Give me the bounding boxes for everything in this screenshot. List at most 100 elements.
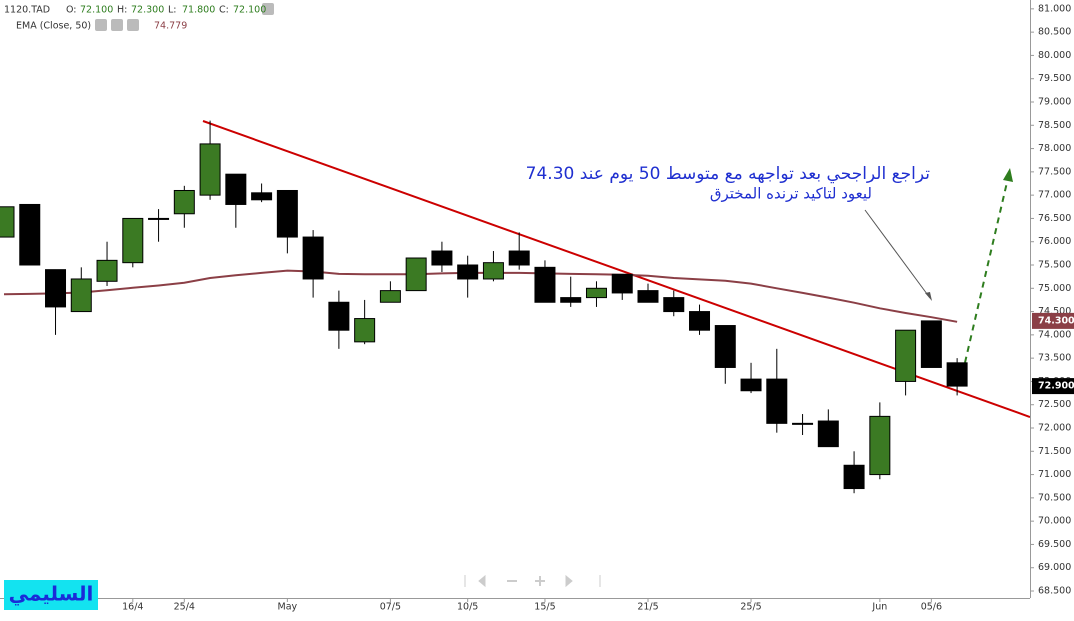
annotation-line: تراجع الراجحي بعد تواجهه مع متوسط 50 يوم… [526, 164, 931, 184]
x-tick-label: 10/5 [457, 602, 478, 613]
x-tick-label: 07/5 [380, 602, 401, 613]
ohlc-value: 72.300 [131, 5, 164, 16]
y-tick-label: 74.000 [1038, 329, 1071, 340]
candle-body [689, 311, 711, 331]
visibility-button[interactable] [95, 19, 107, 31]
candle-body [895, 329, 917, 382]
trend-line [202, 120, 1030, 418]
candle-body [276, 189, 298, 238]
logo: السليمي [9, 582, 94, 607]
candle-body [663, 297, 685, 313]
candle-body [431, 250, 453, 266]
x-tick-label: 15/5 [534, 602, 555, 613]
candle-body [457, 264, 479, 280]
pointer-head [925, 292, 932, 301]
y-tick-label: 75.500 [1038, 260, 1071, 271]
candle-body [534, 266, 556, 303]
y-tick-label: 68.500 [1038, 586, 1071, 597]
y-tick-label: 75.000 [1038, 283, 1071, 294]
candle-body [611, 273, 633, 294]
candle-body [302, 236, 324, 280]
candle-body [869, 415, 891, 476]
x-tick-label: Jun [871, 602, 887, 613]
ohlc-value: 72.100 [80, 5, 113, 16]
nav-zoom-in[interactable] [535, 576, 545, 586]
candle-body [482, 262, 504, 280]
y-tick-label: 72.000 [1038, 423, 1071, 434]
ohlc-value: 72.100 [233, 5, 266, 16]
price-label-box [1032, 378, 1074, 395]
candle-body [173, 189, 195, 215]
candle-body [45, 269, 67, 308]
nav-left[interactable] [478, 574, 486, 588]
price-label: 74.300 [1038, 315, 1074, 326]
candle-body [766, 378, 788, 424]
candle-body [379, 290, 401, 303]
candle-body [405, 257, 427, 292]
candle-body [508, 250, 530, 266]
y-tick-label: 74.500 [1038, 306, 1071, 317]
candle-body [199, 143, 221, 196]
y-tick-label: 81.000 [1038, 3, 1071, 14]
candle-body [585, 287, 607, 299]
y-tick-label: 77.000 [1038, 190, 1071, 201]
arrow-head [1003, 168, 1013, 182]
y-tick-label: 76.500 [1038, 213, 1071, 224]
y-tick-label: 72.500 [1038, 399, 1071, 410]
candle-body [637, 290, 659, 303]
y-tick-label: 80.500 [1038, 27, 1071, 38]
y-tick-label: 69.500 [1038, 539, 1071, 550]
ohlc-label: L: [168, 5, 177, 16]
ohlc-label: O: [66, 5, 77, 16]
y-tick-label: 78.000 [1038, 143, 1071, 154]
x-tick-label: 21/5 [637, 602, 658, 613]
candle-body [817, 420, 839, 448]
y-tick-label: 70.000 [1038, 516, 1071, 527]
price-label-box [1032, 312, 1074, 329]
y-tick-label: 71.000 [1038, 469, 1071, 480]
ema-value: 74.779 [154, 21, 187, 32]
candle-body [0, 206, 15, 238]
y-tick-label: 70.500 [1038, 492, 1071, 503]
y-tick-label: 76.000 [1038, 236, 1071, 247]
candle-body [328, 301, 350, 331]
candle-body [946, 362, 968, 387]
y-tick-label: 79.500 [1038, 73, 1071, 84]
ema-line [3, 269, 958, 323]
x-tick-label: 25/4 [174, 602, 195, 613]
y-tick-label: 78.500 [1038, 120, 1071, 131]
ohlc-value: 71.800 [182, 5, 215, 16]
plot-area [0, 120, 1030, 494]
candle-body [843, 464, 865, 490]
x-tick-label: 05/6 [921, 602, 942, 613]
ohlc-label: H: [117, 5, 127, 16]
y-tick-label: 79.000 [1038, 96, 1071, 107]
candle-body [122, 217, 144, 264]
candle-body [354, 318, 376, 343]
more-button[interactable] [262, 3, 274, 15]
x-tick-label: May [278, 602, 298, 613]
y-tick-label: 80.000 [1038, 50, 1071, 61]
ohlc-label: C: [219, 5, 229, 16]
logo-box [4, 580, 98, 610]
nav-right[interactable] [565, 574, 573, 588]
candle-body [148, 217, 170, 220]
remove-button[interactable] [127, 19, 139, 31]
y-tick-label: 71.500 [1038, 446, 1071, 457]
x-tick-label: 16/4 [122, 602, 143, 613]
price-label: 72.900 [1038, 381, 1074, 392]
candle-body [70, 278, 92, 313]
nav-controls[interactable] [464, 574, 601, 588]
y-tick-label: 77.500 [1038, 166, 1071, 177]
candle-body [19, 203, 41, 266]
candle-body [792, 422, 814, 425]
candle-body [225, 173, 247, 205]
y-tick-label: 69.000 [1038, 562, 1071, 573]
pointer-line [864, 209, 931, 299]
candle-body [920, 320, 942, 368]
settings-button[interactable] [111, 19, 123, 31]
candle-body [714, 325, 736, 368]
ema-icons[interactable] [95, 3, 274, 31]
y-tick-label: 73.500 [1038, 353, 1071, 364]
